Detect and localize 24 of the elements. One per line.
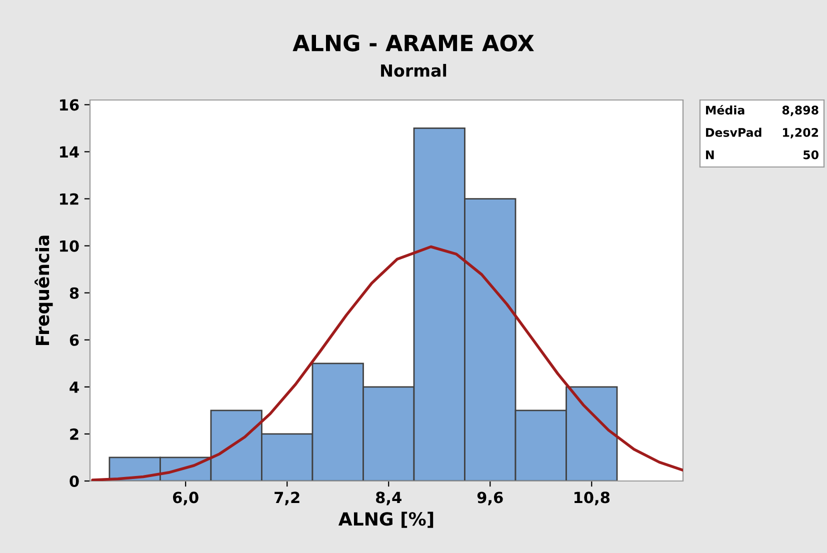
y-axis-title: Frequência (34, 236, 53, 345)
text: 50 (804, 150, 818, 160)
x-tick-label: 8,4 (376, 492, 402, 506)
y-tick-label: 4 (70, 382, 79, 393)
y-tick-label: 14 (60, 146, 79, 158)
x-tick-label: 6,0 (173, 492, 198, 506)
text: DesvPad (706, 128, 762, 137)
text: Média (706, 104, 744, 115)
y-tick-label: 8 (70, 287, 79, 299)
y-tick-label: 0 (70, 475, 79, 488)
chart-subtitle: Normal (381, 64, 446, 77)
y-tick-label: 10 (60, 240, 79, 252)
y-tick-label: 2 (70, 428, 78, 440)
text: N (706, 150, 714, 160)
y-tick-label: 16 (60, 99, 79, 111)
text: 1,202 (783, 128, 818, 138)
x-tick-label: 7,2 (274, 492, 300, 506)
x-tick-label: 9,6 (477, 492, 503, 506)
chart-title: ALNG - ARAME AOX (292, 34, 534, 52)
text: 8,898 (782, 106, 818, 116)
y-tick-label: 12 (60, 193, 78, 205)
x-axis-title: ALNG [%] (338, 512, 434, 528)
y-tick-label: 6 (70, 334, 79, 346)
x-tick-label: 10,8 (574, 492, 610, 506)
